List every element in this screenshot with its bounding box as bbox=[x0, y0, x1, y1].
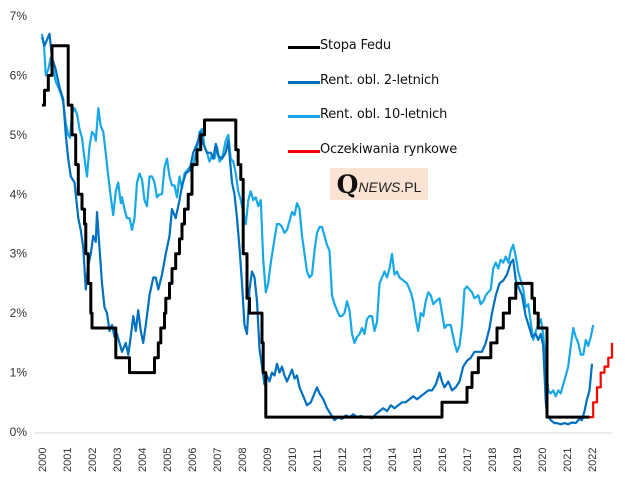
y-tick-label: 6% bbox=[10, 68, 28, 82]
y-axis-ticks: 0% 1% 2% 3% 4% 5% 6% 7% bbox=[10, 9, 28, 439]
legend-item-market-expectations: Oczekiwania rynkowe bbox=[288, 142, 457, 177]
logo-news: NEWS bbox=[358, 179, 401, 195]
series-line-oczekiwania-rynkowe bbox=[589, 342, 614, 419]
y-tick-label: 2% bbox=[10, 306, 28, 320]
x-tick-label: 2016 bbox=[437, 448, 449, 472]
x-tick-label: 2000 bbox=[37, 448, 49, 472]
legend-label: Rent. obl. 2-letnich bbox=[320, 72, 440, 88]
legend-label: Rent. obl. 10-letnich bbox=[320, 107, 448, 122]
legend-item-10y-yield: Rent. obl. 10-letnich bbox=[288, 107, 457, 142]
y-tick-label: 4% bbox=[10, 187, 28, 201]
x-tick-label: 2019 bbox=[512, 448, 524, 472]
qnews-logo: Q NEWS .PL bbox=[330, 168, 428, 200]
y-tick-label: 0% bbox=[10, 425, 28, 439]
legend-swatch-fed-rate bbox=[288, 46, 320, 49]
legend: Stopa Fedu Rent. obl. 2-letnich Rent. ob… bbox=[288, 38, 457, 176]
logo-q: Q bbox=[336, 169, 359, 199]
series-line-rent-obl-2-letnich bbox=[40, 32, 594, 426]
x-tick-label: 2003 bbox=[112, 448, 124, 472]
x-tick-label: 2018 bbox=[487, 448, 499, 472]
legend-swatch-2y-yield bbox=[288, 80, 320, 84]
x-tick-label: 2015 bbox=[412, 448, 424, 472]
legend-item-2y-yield: Rent. obl. 2-letnich bbox=[288, 73, 457, 108]
series-line-rent-obl-10-letnich bbox=[40, 33, 595, 398]
x-tick-label: 2008 bbox=[237, 448, 249, 472]
x-tick-label: 2020 bbox=[537, 448, 549, 472]
x-tick-label: 2002 bbox=[87, 448, 99, 472]
logo-pl: .PL bbox=[400, 179, 422, 195]
x-tick-label: 2021 bbox=[562, 448, 574, 472]
y-tick-label: 7% bbox=[10, 9, 28, 23]
x-tick-label: 2014 bbox=[387, 448, 399, 472]
x-tick-label: 2017 bbox=[462, 448, 474, 472]
x-tick-label: 2007 bbox=[212, 448, 224, 472]
series-line-stopa-fedu bbox=[42, 44, 590, 419]
y-tick-label: 1% bbox=[10, 366, 28, 380]
legend-swatch-market-expectations bbox=[288, 149, 320, 153]
y-tick-label: 3% bbox=[10, 247, 28, 261]
x-tick-label: 2012 bbox=[337, 448, 349, 472]
series-layer bbox=[40, 32, 614, 426]
x-axis-ticks: 2000 2001 2002 2003 2004 2005 2006 2007 2008 2009… bbox=[37, 448, 599, 472]
x-tick-label: 2005 bbox=[162, 448, 174, 472]
x-tick-label: 2011 bbox=[312, 448, 324, 472]
legend-item-fed-rate: Stopa Fedu bbox=[288, 38, 457, 73]
y-tick-label: 5% bbox=[10, 128, 28, 142]
legend-label: Stopa Fedu bbox=[320, 38, 391, 53]
x-tick-label: 2004 bbox=[137, 448, 149, 472]
x-tick-label: 2022 bbox=[587, 448, 599, 472]
legend-swatch-10y-yield bbox=[288, 115, 320, 118]
x-tick-label: 2013 bbox=[362, 448, 374, 472]
x-tick-label: 2009 bbox=[262, 448, 274, 472]
legend-label: Oczekiwania rynkowe bbox=[320, 141, 458, 157]
x-tick-label: 2010 bbox=[287, 448, 299, 472]
x-tick-label: 2001 bbox=[62, 448, 74, 472]
x-tick-label: 2006 bbox=[187, 448, 199, 472]
